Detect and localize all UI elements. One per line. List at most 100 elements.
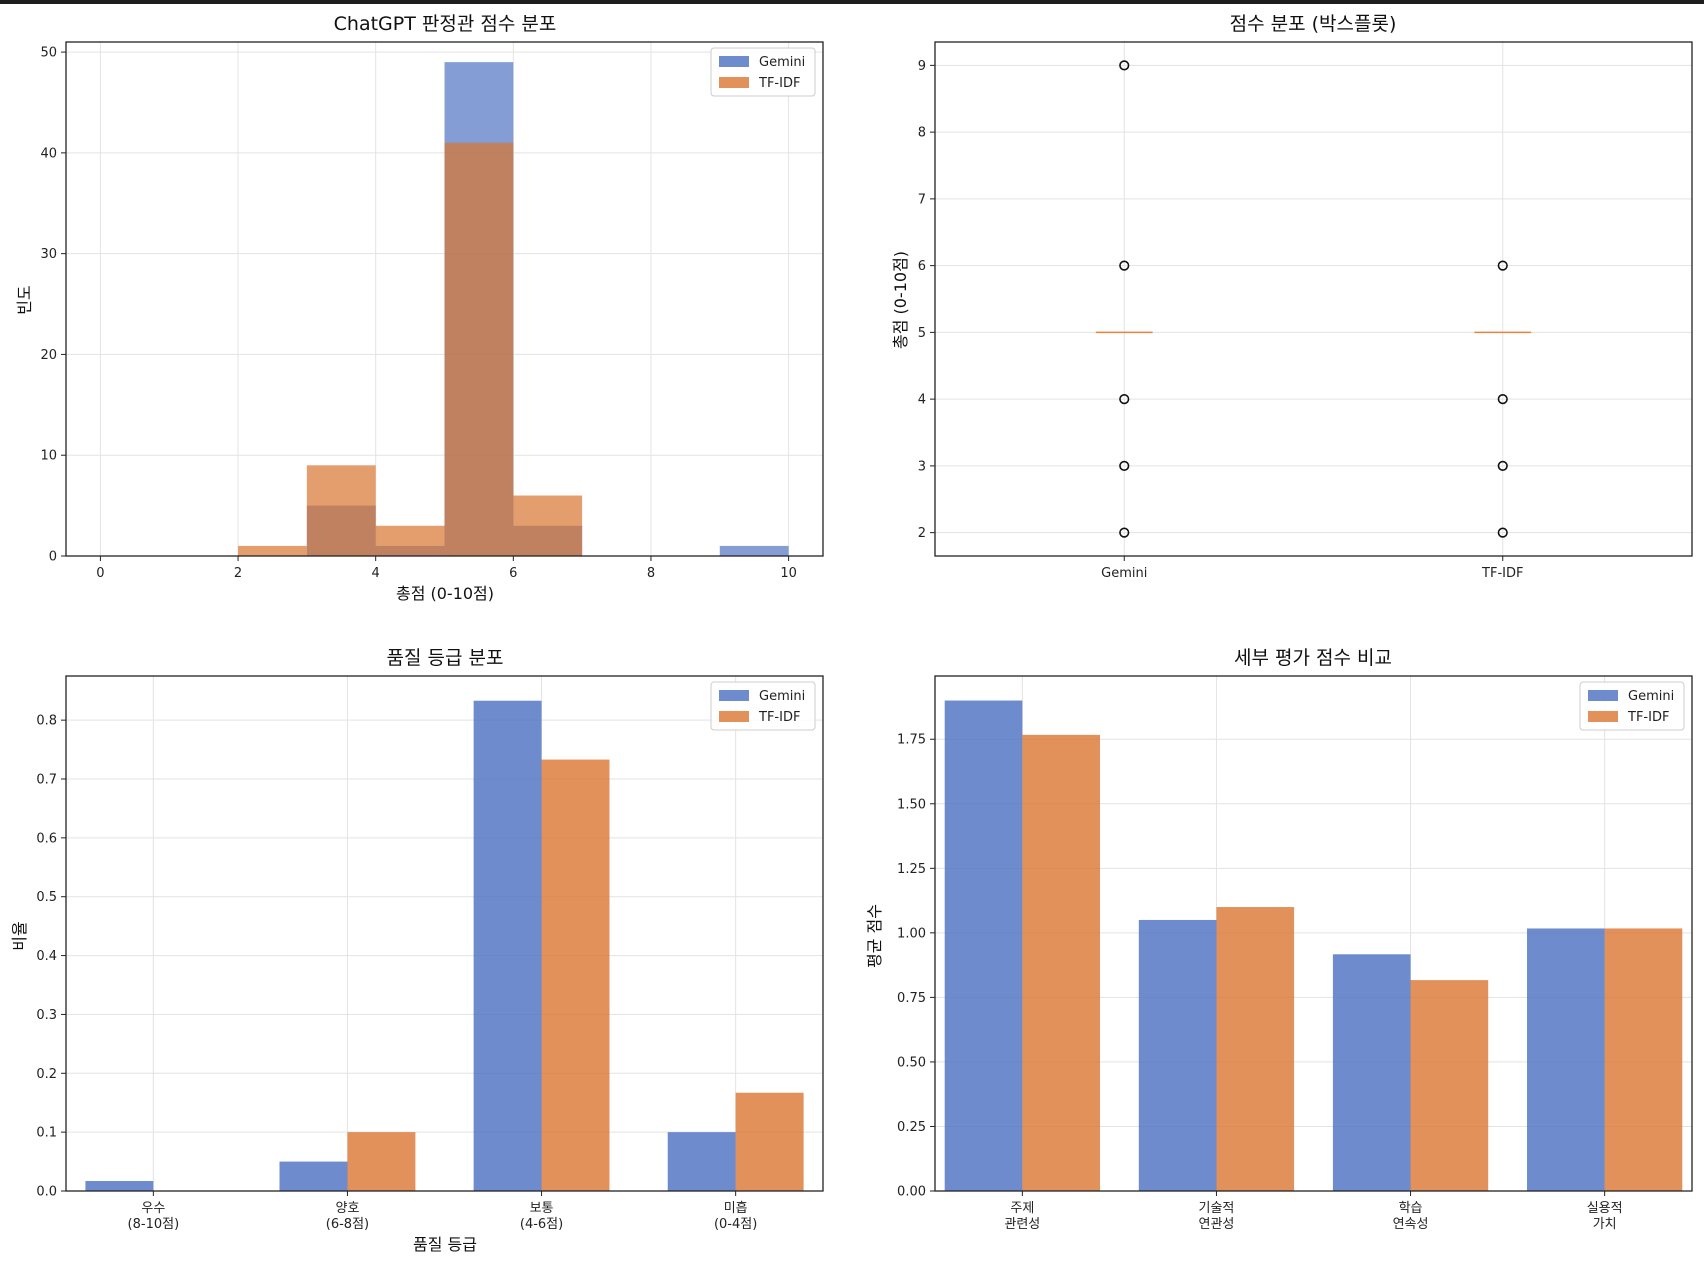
histogram-bar-tfidf — [375, 525, 445, 556]
histogram-xtick-label: 0 — [96, 566, 104, 581]
boxplot-outlier-point — [1119, 527, 1130, 538]
grade-bar-tfidf — [541, 759, 610, 1191]
detail-axes-frame — [934, 675, 1693, 1192]
histogram-bar-gemini — [719, 545, 789, 556]
grade-legend-label: Gemini — [759, 689, 805, 704]
histogram-legend-label: Gemini — [759, 55, 805, 70]
boxplot-ytick-label: 8 — [918, 126, 926, 141]
grade-legend-swatch-gemini — [719, 690, 749, 701]
grade-ytick-label: 0.1 — [36, 1126, 57, 1141]
histogram-bar-tfidf — [444, 142, 514, 557]
detail-legend-swatch-tfidf — [1588, 711, 1618, 722]
histogram-panel: ChatGPT 판정관 점수 분포 총점 (0-10점) 빈도 01020304… — [15, 13, 824, 603]
detail-xtick-label: 가치 — [1593, 1217, 1617, 1232]
grade-bar-gemini — [667, 1132, 736, 1191]
boxplot-ytick-label: 4 — [918, 393, 926, 408]
boxplot-axes-frame — [934, 41, 1693, 557]
grade-bar-tfidf — [347, 1132, 416, 1191]
detail-title: 세부 평가 점수 비교 — [1234, 647, 1392, 669]
boxplot-ytick-label: 3 — [918, 459, 926, 474]
detail-xtick-label: 학습 — [1399, 1201, 1423, 1216]
histogram-ytick-label: 50 — [40, 46, 57, 61]
histogram-axes-frame — [65, 41, 824, 557]
grade-ytick-label: 0.3 — [36, 1008, 57, 1023]
detail-ytick-label: 1.25 — [897, 862, 926, 877]
boxplot-outlier-point — [1119, 460, 1130, 471]
detail-xtick-label: 주제 — [1010, 1201, 1034, 1216]
grade-ytick-label: 0.8 — [36, 714, 57, 729]
grade-bar-gemini — [85, 1180, 154, 1191]
histogram-ytick-label: 40 — [40, 146, 57, 161]
grade-xtick-label: 우수 — [141, 1201, 165, 1216]
boxplot-outlier-point — [1497, 527, 1508, 538]
detail-xtick-label: 실용적 — [1587, 1201, 1623, 1216]
detail-panel: 세부 평가 점수 비교 평균 점수 0.00 0.25 0.50 0.75 1.00 1.… — [865, 647, 1693, 1232]
histogram-ytick-label: 0 — [49, 550, 57, 565]
histogram-legend-label: TF-IDF — [758, 76, 800, 91]
grade-legend-swatch-tfidf — [719, 711, 749, 722]
grade-ytick-label: 0.6 — [36, 831, 57, 846]
grade-panel: 품질 등급 분포 품질 등급 비율 0.0 0.1 0.2 0.3 0.4 0.5 0.6 0… — [10, 647, 824, 1254]
boxplot-panel: 점수 분포 (박스플롯) 총점 (0-10점) 2 3 4 5 6 7 8 9 Gemini TF… — [891, 13, 1693, 581]
grade-ytick-label: 0.4 — [36, 949, 57, 964]
detail-bar-tfidf — [1216, 907, 1295, 1191]
grade-xtick-label: 보통 — [530, 1201, 554, 1216]
detail-ylabel: 평균 점수 — [865, 904, 884, 968]
grade-bar-tfidf — [735, 1092, 804, 1191]
detail-ytick-label: 0.25 — [897, 1120, 926, 1135]
detail-legend-label: Gemini — [1628, 689, 1674, 704]
boxplot-ytick-label: 5 — [918, 326, 926, 341]
histogram-xtick-label: 6 — [509, 566, 517, 581]
boxplot-outlier-point — [1119, 260, 1130, 271]
grade-ylabel: 비율 — [10, 921, 29, 950]
detail-bar-tfidf — [1022, 734, 1100, 1191]
detail-ytick-label: 1.75 — [897, 733, 926, 748]
histogram-xtick-label: 2 — [234, 566, 242, 581]
detail-xtick-label: 기술적 — [1199, 1201, 1235, 1216]
histogram-xtick-label: 8 — [647, 566, 655, 581]
detail-legend-swatch-gemini — [1588, 690, 1618, 701]
grade-xtick-label: (6-8점) — [326, 1217, 369, 1232]
boxplot-outlier-point — [1497, 260, 1508, 271]
window-top-bar — [0, 0, 1704, 4]
grade-ytick-label: 0.7 — [36, 773, 57, 788]
boxplot-xtick-label: Gemini — [1101, 566, 1147, 581]
histogram-xtick-label: 10 — [780, 566, 797, 581]
detail-ytick-label: 0.00 — [897, 1185, 926, 1200]
boxplot-title: 점수 분포 (박스플롯) — [1230, 13, 1397, 35]
histogram-xtick-label: 4 — [372, 566, 380, 581]
grade-xtick-label: (0-4점) — [714, 1217, 757, 1232]
grade-ytick-label: 0.2 — [36, 1067, 57, 1082]
boxplot-ylabel: 총점 (0-10점) — [891, 251, 910, 349]
grade-axes-frame — [65, 675, 824, 1192]
boxplot-outlier-point — [1119, 394, 1130, 405]
detail-bar-gemini — [944, 700, 1023, 1191]
detail-ytick-label: 0.50 — [897, 1055, 926, 1070]
grade-bar-gemini — [279, 1161, 348, 1191]
boxplot-outlier-point — [1497, 394, 1508, 405]
detail-ytick-label: 1.00 — [897, 926, 926, 941]
histogram-bar-tfidf — [306, 465, 376, 556]
detail-xtick-label: 연관성 — [1199, 1217, 1235, 1232]
boxplot-xtick-label: TF-IDF — [1481, 566, 1523, 581]
detail-bar-gemini — [1332, 954, 1411, 1191]
histogram-ytick-label: 20 — [40, 348, 57, 363]
detail-bar-tfidf — [1604, 928, 1683, 1191]
grade-ytick-label: 0.0 — [36, 1185, 57, 1200]
grade-title: 품질 등급 분포 — [387, 647, 504, 669]
histogram-legend-swatch-gemini — [719, 56, 749, 67]
detail-xtick-label: 관련성 — [1004, 1217, 1040, 1232]
histogram-ytick-label: 10 — [40, 449, 57, 464]
boxplot-ytick-label: 2 — [918, 526, 926, 541]
histogram-xlabel: 총점 (0-10점) — [396, 584, 494, 603]
detail-bar-tfidf — [1410, 980, 1489, 1191]
boxplot-ytick-label: 9 — [918, 59, 926, 74]
boxplot-ytick-label: 7 — [918, 192, 926, 207]
boxplot-outlier-point — [1119, 60, 1130, 71]
grade-xtick-label: 미흡 — [724, 1201, 748, 1216]
grade-ytick-label: 0.5 — [36, 890, 57, 905]
grade-legend-label: TF-IDF — [758, 710, 800, 725]
histogram-legend-swatch-tfidf — [719, 77, 749, 88]
detail-xtick-label: 연속성 — [1393, 1217, 1429, 1232]
